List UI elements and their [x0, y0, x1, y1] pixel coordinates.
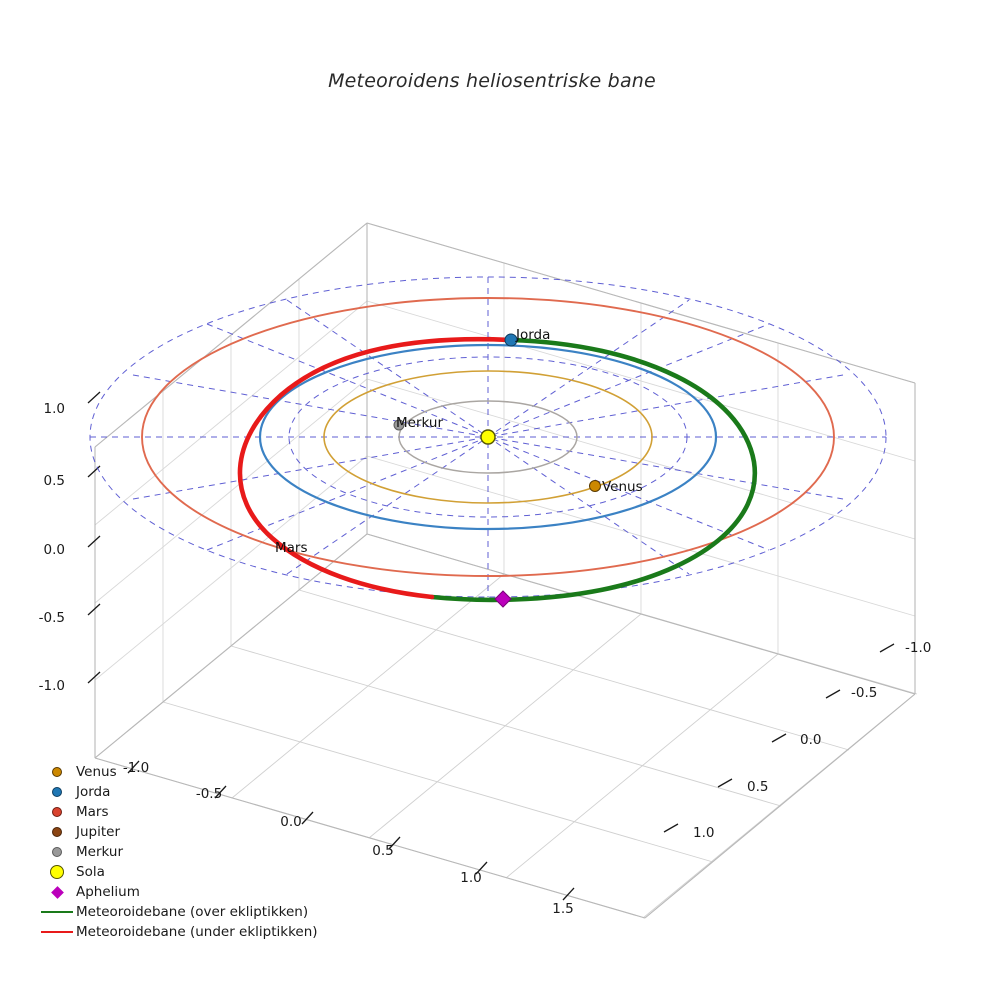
legend-label-merkur: Merkur: [76, 844, 124, 860]
legend-item-jupiter[interactable]: Jupiter: [38, 822, 328, 842]
legend-item-aphelium[interactable]: Aphelium: [38, 882, 328, 902]
x-tick-1: -1.0: [123, 760, 149, 776]
z-tick-3: 0.0: [44, 542, 65, 558]
legend-item-sola[interactable]: Sola: [38, 862, 328, 882]
x-tick-3: 0.0: [280, 814, 301, 830]
body-labels: Jorda Venus Merkur Mars: [275, 327, 643, 556]
merkur-orbit: [398, 400, 578, 474]
legend-label-orbit-under: Meteoroidebane (under ekliptikken): [76, 924, 318, 940]
legend-label-orbit-over: Meteoroidebane (over ekliptikken): [76, 904, 309, 920]
aphelium-marker: [494, 590, 512, 608]
legend-item-orbit-under[interactable]: Meteoroidebane (under ekliptikken): [38, 922, 328, 942]
legend-label-sola: Sola: [76, 864, 105, 880]
label-mars: Mars: [275, 540, 308, 556]
jupiter-dot-icon: [38, 822, 76, 842]
legend-item-orbit-over[interactable]: Meteoroidebane (over ekliptikken): [38, 902, 328, 922]
aphelium-diamond-icon: [38, 882, 76, 902]
green-line-icon: [38, 902, 76, 922]
axes3d-panes: [94, 222, 918, 919]
venus-marker: [589, 480, 601, 492]
meteoroid-orbit-over: [429, 337, 758, 603]
legend: Venus Jorda Mars Jupiter Merkur: [38, 762, 328, 942]
page-title: Meteoroidens heliosentriske bane: [328, 70, 656, 92]
right-wall-grid: [366, 222, 916, 695]
x-tick-6: 1.5: [552, 901, 573, 917]
legend-label-jupiter: Jupiter: [76, 824, 121, 840]
x-tick-5: 1.0: [460, 870, 481, 886]
z-tick-2: 0.5: [44, 473, 65, 489]
jorda-orbit: [258, 343, 718, 531]
left-wall-grid: [94, 222, 368, 759]
merkur-dot-icon: [38, 842, 76, 862]
y-tick-1: -1.0: [905, 640, 931, 656]
x-tick-4: 0.5: [372, 843, 393, 859]
x-axis-tick-labels: -1.0 -0.5 0.0 0.5 1.0 1.5: [123, 760, 574, 917]
meteoroid-orbit-under: [237, 336, 514, 600]
body-markers: [393, 333, 601, 608]
planet-orbits: [141, 297, 835, 577]
mars-dot-icon: [38, 802, 76, 822]
y-tick-4: 0.5: [747, 779, 768, 795]
z-tick-1: 1.0: [44, 401, 65, 417]
y-axis-tick-labels: -1.0 -0.5 0.0 0.5 1.0: [693, 640, 931, 841]
meteoroid-orbit: [237, 336, 758, 603]
venus-dot-icon: [38, 762, 76, 782]
y-tick-2: -0.5: [851, 685, 877, 701]
sola-marker: [480, 429, 496, 445]
label-venus: Venus: [602, 479, 643, 495]
axis-ticks: [87, 391, 895, 901]
legend-label-mars: Mars: [76, 804, 109, 820]
box-edges: [94, 222, 916, 919]
z-tick-4: -0.5: [39, 610, 65, 626]
red-line-icon: [38, 922, 76, 942]
label-jorda: Jorda: [515, 327, 550, 343]
legend-item-merkur[interactable]: Merkur: [38, 842, 328, 862]
label-merkur: Merkur: [396, 415, 443, 431]
legend-label-venus: Venus: [76, 764, 117, 780]
venus-orbit: [323, 370, 653, 504]
merkur-marker: [393, 419, 405, 431]
legend-label-jorda: Jorda: [76, 784, 111, 800]
z-tick-5: -1.0: [39, 678, 65, 694]
y-tick-5: 1.0: [693, 825, 714, 841]
jorda-marker: [504, 333, 518, 347]
legend-item-venus[interactable]: Venus: [38, 762, 328, 782]
jorda-dot-icon: [38, 782, 76, 802]
legend-item-mars[interactable]: Mars: [38, 802, 328, 822]
y-tick-3: 0.0: [800, 732, 821, 748]
z-axis-tick-labels: 1.0 0.5 0.0 -0.5 -1.0: [39, 401, 65, 694]
sola-dot-icon: [38, 862, 76, 882]
mars-orbit: [141, 297, 835, 577]
legend-label-aphelium: Aphelium: [76, 884, 140, 900]
legend-item-jorda[interactable]: Jorda: [38, 782, 328, 802]
x-tick-2: -0.5: [196, 786, 222, 802]
